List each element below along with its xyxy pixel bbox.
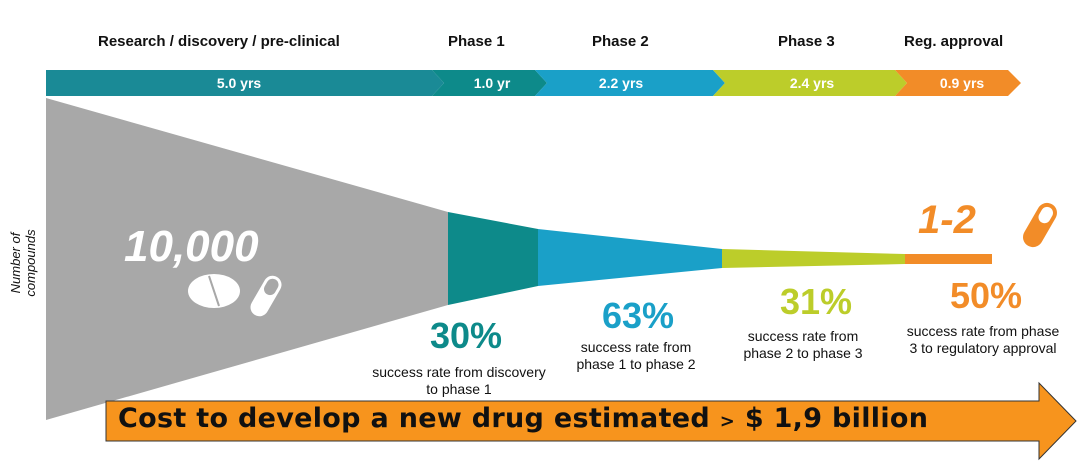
success-rate-desc-3-line1: success rate from <box>747 328 859 344</box>
success-rate-percent-2: 63% <box>602 295 675 336</box>
funnel-phase2 <box>538 229 722 286</box>
success-rate-desc-2: success rate from phase 1 to phase 2 <box>556 339 716 373</box>
y-axis-label: Number of compounds <box>8 229 38 297</box>
funnel-phase1 <box>448 212 538 305</box>
funnel-phase3 <box>722 249 905 268</box>
success-rate-desc-3: success rate from phase 2 to phase 3 <box>728 328 878 362</box>
success-rate-percent-3: 31% <box>780 281 853 322</box>
cost-statement: Cost to develop a new drug estimated > $… <box>118 403 928 434</box>
capsule-icon-final <box>1023 202 1057 248</box>
duration-phase3: 2.4 yrs <box>790 75 835 91</box>
success-rate-percent-4: 50% <box>950 275 1023 316</box>
success-rate-desc-1: success rate from discovery to phase 1 <box>354 364 564 398</box>
tablet-icon <box>188 274 240 308</box>
success-rate-desc-4: success rate from phase 3 to regulatory … <box>888 323 1078 357</box>
start-count: 10,000 <box>124 222 259 271</box>
success-rate-desc-1-line1: success rate from discovery <box>372 364 546 380</box>
funnel-research <box>46 98 448 420</box>
success-rate-desc-1-line2: to phase 1 <box>426 381 492 397</box>
cost-text: Cost to develop a new drug estimated <box>118 403 711 434</box>
phase-title-approval: Reg. approval <box>904 33 1004 50</box>
timeline-segment-phase3 <box>713 70 907 96</box>
success-rate-percent-1: 30% <box>430 315 503 356</box>
success-rate-desc-3-line2: phase 2 to phase 3 <box>743 345 863 361</box>
end-count: 1-2 <box>918 198 976 242</box>
duration-approval: 0.9 yrs <box>940 75 985 91</box>
phase-title-research: Research / discovery / pre-clinical <box>98 33 340 50</box>
phase-title-phase2: Phase 2 <box>592 33 649 50</box>
success-rate-desc-2-line2: phase 1 to phase 2 <box>576 356 696 372</box>
phase-title-phase1: Phase 1 <box>448 33 505 50</box>
phase-title-phase3: Phase 3 <box>778 33 835 50</box>
cost-amount: $ 1,9 billion <box>744 403 929 434</box>
timeline-segment-phase2 <box>535 70 725 96</box>
cost-symbol: > <box>719 411 736 432</box>
timeline-segment-research <box>46 70 444 96</box>
success-rate-desc-2-line1: success rate from <box>580 339 692 355</box>
duration-phase2: 2.2 yrs <box>599 75 644 91</box>
success-rate-desc-4-line1: success rate from phase <box>906 323 1060 339</box>
cost-arrow <box>105 381 1077 461</box>
capsule-icon <box>250 275 282 317</box>
timeline-segment-phase1 <box>432 70 547 96</box>
timeline-segment-approval <box>895 70 1021 96</box>
duration-phase1: 1.0 yr <box>474 75 511 91</box>
funnel-approval <box>905 254 992 264</box>
duration-research: 5.0 yrs <box>217 75 262 91</box>
success-rate-desc-4-line2: 3 to regulatory approval <box>909 340 1057 356</box>
